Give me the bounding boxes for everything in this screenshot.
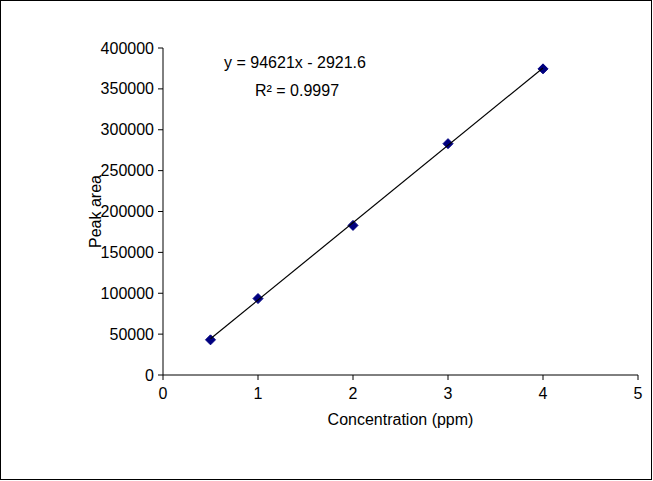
y-tick: [158, 88, 163, 89]
x-tick-label: 5: [634, 385, 643, 402]
y-tick-label: 50000: [110, 326, 155, 343]
y-tick-label: 250000: [101, 162, 154, 179]
chart: 0 50000 100000 150000 200000 250000 300000 3500…: [0, 0, 653, 481]
x-tick: [258, 375, 259, 380]
x-tick-label: 4: [539, 385, 548, 402]
y-tick-label: 0: [145, 367, 154, 384]
y-tick: [158, 48, 163, 49]
y-tick-label: 150000: [101, 244, 154, 261]
y-tick-label: 400000: [101, 40, 154, 57]
data-point: [538, 64, 548, 74]
y-axis-title: Peak area: [87, 175, 104, 248]
x-tick-label: 2: [349, 385, 358, 402]
y-tick: [158, 334, 163, 335]
x-tick: [543, 375, 544, 380]
data-point: [443, 139, 453, 149]
y-tick: [158, 252, 163, 253]
plot-area: [206, 64, 549, 345]
annotation: y = 94621x - 2921.6: [224, 54, 366, 71]
x-tick: [353, 375, 354, 380]
x-tick: [163, 375, 164, 380]
x-axis-title: Concentration (ppm): [328, 411, 474, 428]
chart-frame: [1, 1, 652, 480]
x-tick-label: 1: [254, 385, 263, 402]
y-tick: [158, 170, 163, 171]
y-tick: [158, 293, 163, 294]
y-tick-label: 300000: [101, 121, 154, 138]
y-tick: [158, 211, 163, 212]
y-tick: [158, 375, 163, 376]
annotation: R² = 0.9997: [255, 82, 339, 99]
y-tick-label: 200000: [101, 203, 154, 220]
y-tick-label: 350000: [101, 80, 154, 97]
x-tick-label: 0: [159, 385, 168, 402]
x-tick-label: 3: [444, 385, 453, 402]
x-axis: [163, 375, 638, 376]
y-tick: [158, 129, 163, 130]
x-tick: [638, 375, 639, 380]
trend-line: [211, 68, 544, 339]
x-tick: [448, 375, 449, 380]
y-tick-label: 100000: [101, 285, 154, 302]
data-point: [253, 294, 263, 304]
